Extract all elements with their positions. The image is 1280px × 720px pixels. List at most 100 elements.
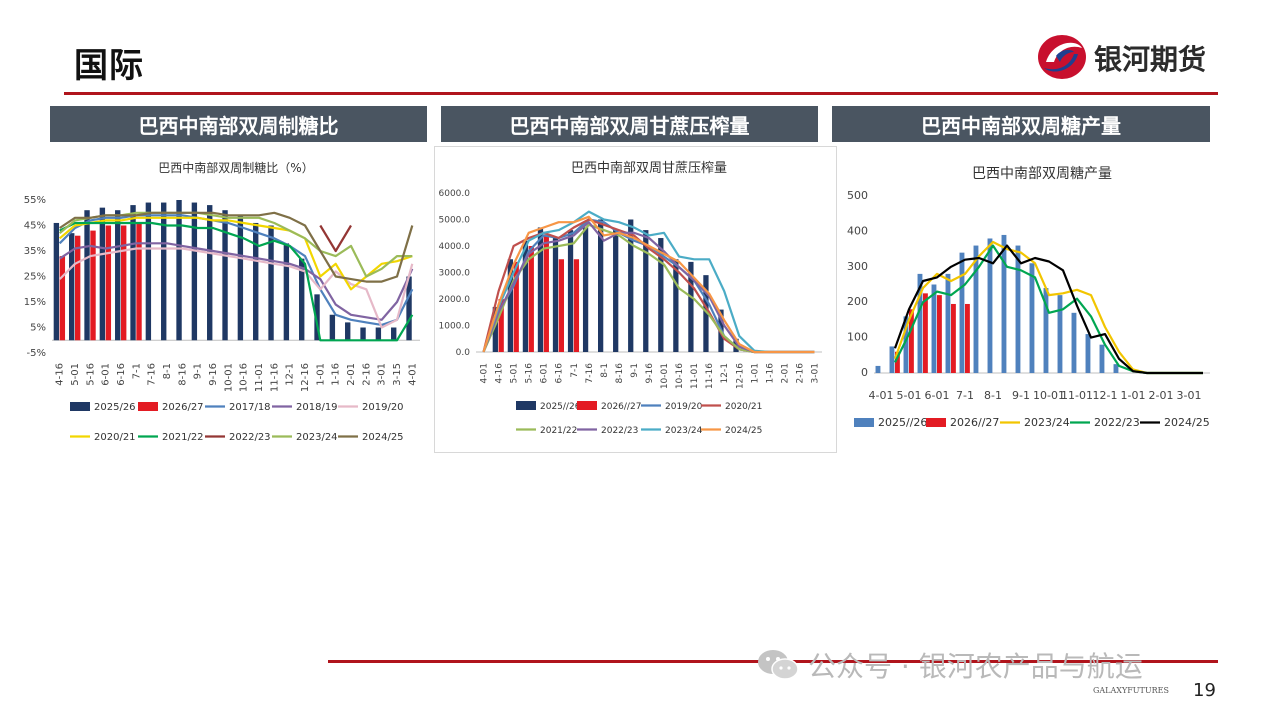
x-tick-label: 8-1 <box>162 363 173 379</box>
bar <box>115 210 121 341</box>
x-tick-label: 4-01 <box>869 389 894 402</box>
x-tick-label: 2-01 <box>780 363 790 383</box>
bar <box>299 258 305 341</box>
chart-title: 巴西中南部双周糖产量 <box>972 166 1112 182</box>
chart-title: 巴西中南部双周甘蔗压榨量 <box>571 160 727 176</box>
x-tick-label: 8-16 <box>177 363 188 386</box>
x-tick-label: 4-16 <box>495 363 505 384</box>
x-tick-label: 10-16 <box>675 363 685 389</box>
series-line <box>482 215 815 354</box>
x-tick-label: 12-1 <box>720 363 730 383</box>
bar <box>314 294 320 341</box>
x-tick-label: 6-01 <box>540 363 550 383</box>
bar <box>528 246 534 352</box>
bar <box>889 346 895 373</box>
y-tick-label: 5000.0 <box>439 216 471 226</box>
y-tick-label: 400 <box>847 224 868 237</box>
bar <box>268 225 274 341</box>
legend-label: 2025//26 <box>540 402 581 412</box>
bar <box>191 202 198 341</box>
x-tick-label: 3-15 <box>392 363 403 386</box>
bar <box>207 205 213 341</box>
legend-label: 2020/21 <box>94 432 136 443</box>
bar <box>613 230 619 352</box>
bar <box>537 227 544 352</box>
legend-label: 2025//26 <box>878 416 927 429</box>
y-tick-label: 45% <box>24 221 46 232</box>
x-tick-label: 6-01 <box>101 363 112 386</box>
bar <box>875 365 881 373</box>
legend-label: 2026//27 <box>950 416 999 429</box>
watermark: 公众号 · 银河农产品与航运 <box>756 645 1143 685</box>
bar <box>406 276 412 341</box>
bar <box>1029 263 1035 373</box>
chart-frame-cane-crush <box>434 146 837 453</box>
bar <box>903 316 909 373</box>
legend-swatch <box>70 402 90 411</box>
bar <box>703 275 709 352</box>
x-tick-label: 4-01 <box>480 363 490 383</box>
bar <box>360 327 366 341</box>
x-tick-label: 12-16 <box>735 363 745 389</box>
x-tick-label: 10-16 <box>239 363 250 392</box>
watermark-text: 公众号 · 银河农产品与航运 <box>808 650 1143 683</box>
x-tick-label: 5-16 <box>525 363 535 384</box>
y-tick-label: 1000.0 <box>439 322 471 332</box>
x-tick-label: 6-01 <box>925 389 950 402</box>
bar <box>1001 234 1007 373</box>
x-tick-label: 1-16 <box>765 363 775 384</box>
logo-text: 银河期货 <box>1094 43 1207 76</box>
panel-header-sugar-production: 巴西中南部双周糖产量 <box>832 106 1210 142</box>
bar <box>391 327 397 341</box>
x-tick-label: 8-16 <box>615 363 625 384</box>
legend-label: 2025/26 <box>94 402 136 413</box>
x-tick-label: 12-1 <box>1093 389 1118 402</box>
legend-swatch <box>138 402 158 411</box>
x-tick-label: 7-1 <box>570 363 580 378</box>
bar <box>1085 334 1091 373</box>
bar <box>658 238 664 352</box>
chart-sugar-production: 巴西中南部双周糖产量 500 400 300 200 100 04-01 5-01 6-01 7-… <box>847 166 1210 429</box>
bar <box>136 222 142 341</box>
bar <box>1113 364 1119 373</box>
bar <box>673 259 679 352</box>
bar <box>1071 312 1077 373</box>
x-tick-label: 1-16 <box>331 363 342 386</box>
bar <box>345 322 351 341</box>
x-tick-label: 7-1 <box>131 363 142 379</box>
y-tick-label: 0.0 <box>456 348 471 358</box>
x-tick-label: 12-1 <box>285 363 296 386</box>
x-tick-label: 1-01 <box>1121 389 1146 402</box>
x-tick-label: 9-1 <box>1012 389 1030 402</box>
legend-label: 2019/20 <box>665 402 703 412</box>
y-tick-label: 5% <box>30 323 46 334</box>
x-tick-label: 2-01 <box>1149 389 1174 402</box>
bar <box>375 327 382 341</box>
galaxy-logo-icon <box>1038 35 1086 79</box>
series-line <box>58 214 414 326</box>
legend-swatch <box>516 401 536 410</box>
y-tick-label: 6000.0 <box>439 189 471 199</box>
x-tick-label: 11-01 <box>690 363 700 389</box>
legend-label: 2017/18 <box>229 402 271 413</box>
y-tick-label: 300 <box>847 260 868 273</box>
x-tick-label: 5-01 <box>70 363 81 386</box>
legend-label: 2023/24 <box>665 426 703 436</box>
legend-label: 2024/25 <box>1164 416 1210 429</box>
legend-label: 2026//27 <box>601 402 641 412</box>
legend-label: 2026/27 <box>162 402 204 413</box>
top-divider <box>64 92 1218 95</box>
bar <box>90 230 96 341</box>
bar <box>1099 344 1105 373</box>
bar <box>543 235 549 352</box>
x-tick-label: 10-01 <box>223 363 234 392</box>
y-tick-label: 3000.0 <box>439 269 471 279</box>
series-line <box>58 247 414 329</box>
y-tick-label: 100 <box>847 331 868 344</box>
bar <box>909 309 914 373</box>
x-tick-label: 11-16 <box>269 363 280 392</box>
bar <box>567 230 574 352</box>
bar <box>513 261 519 352</box>
bar <box>1043 288 1049 373</box>
x-tick-label: 12-16 <box>300 363 311 392</box>
